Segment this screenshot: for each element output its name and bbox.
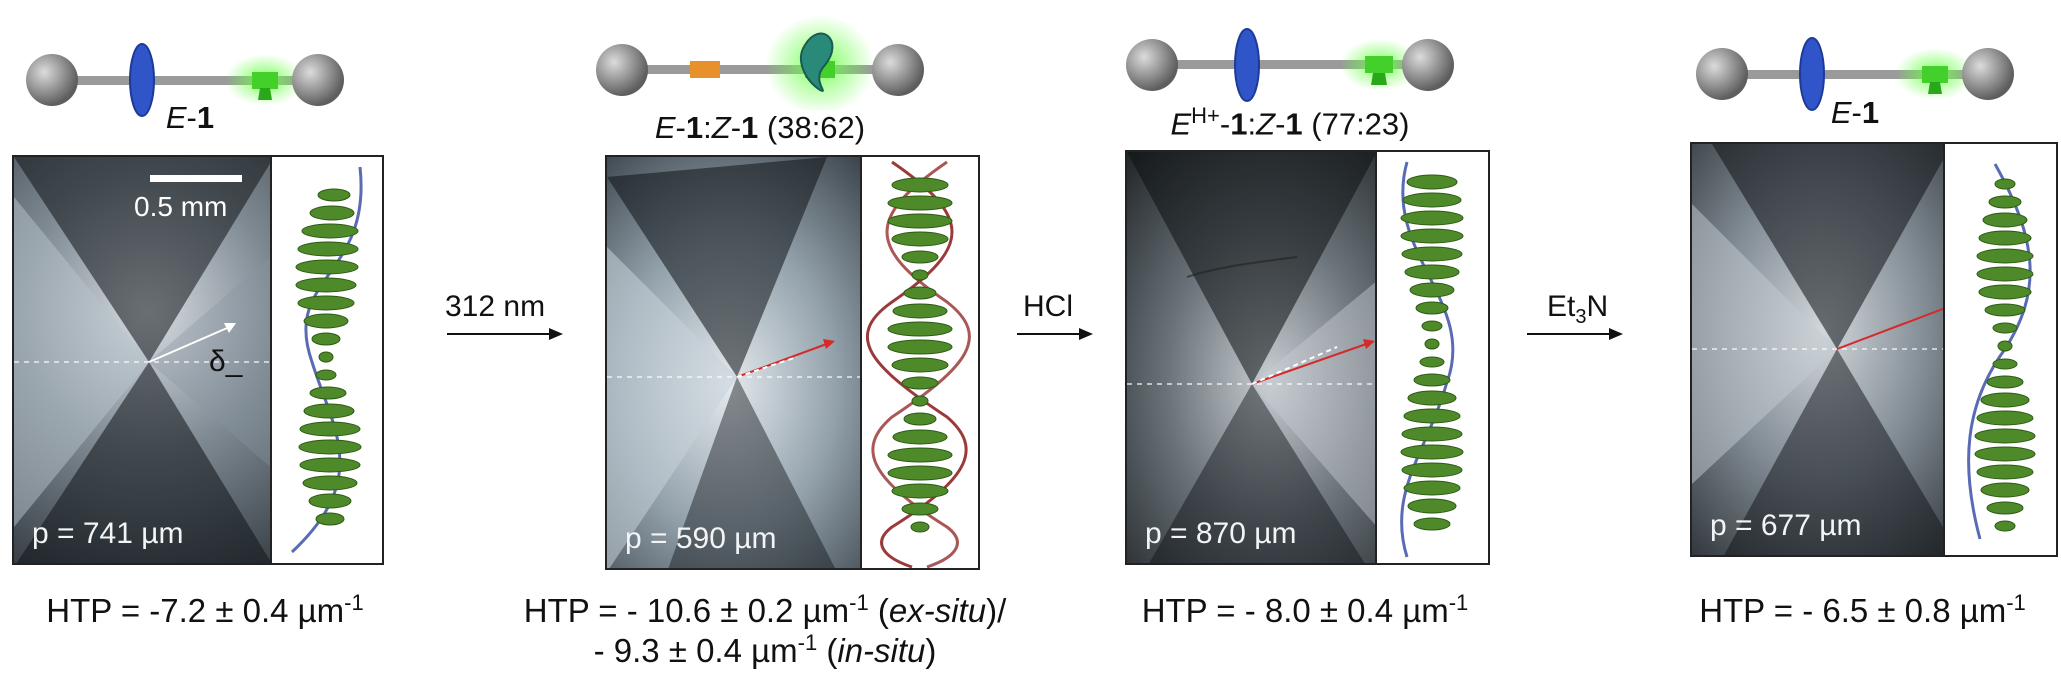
step-arrow-3: Et3N [1525,290,1625,350]
step-label-et3n: Et3N [1547,290,1609,328]
panel-2: E-1:Z-1 (38:62) p = 590 µm [480,0,1006,675]
htp-value-1: HTP = -7.2 ± 0.4 µm-1 [46,590,364,629]
helix-icon [1400,161,1464,558]
pitch-label-3: p = 870 µm [1145,517,1297,550]
molecule-eh1-z1-icon [1126,28,1454,102]
htp-value-3: HTP = - 8.0 ± 0.4 µm-1 [1141,590,1469,629]
helix-icon [290,166,363,554]
micrograph-4: p = 677 µm [1690,142,1980,557]
delta-angle-label: δ_ [209,345,243,378]
helix-box-3 [1375,150,1490,565]
helix-box-1 [270,155,384,565]
micrograph-3: p = 870 µm [1125,150,1410,565]
pitch-label-1: p = 741 µm [32,517,184,550]
molecule-e1-icon [1696,37,2014,111]
panel-1: E-1 0.5 mm δ_ p = 741 µm [0,0,420,675]
right-arrow-icon [1527,328,1623,340]
panel-4: E-1 p = 677 µm [1640,0,2061,675]
conoscopic-image [1127,152,1408,563]
scale-bar [150,175,242,182]
micrograph-2: p = 590 µm [605,155,907,570]
helix-box-4 [1943,142,2058,557]
molecule-label-1: E-1 [165,100,215,135]
htp-value-2: HTP = - 10.6 ± 0.2 µm-1 (ex-situ)/ - 9.3… [523,590,1007,669]
molecule-e1-z1-icon [596,15,924,110]
htp-value-4: HTP = - 6.5 ± 0.8 µm-1 [1699,590,2026,629]
pitch-label-2: p = 590 µm [625,522,777,555]
conoscopic-image [607,157,905,568]
molecule-label-3: EH+-1:Z-1 (77:23) [1170,103,1410,142]
panel-3: EH+-1:Z-1 (77:23) p = 870 µm [1100,0,1520,675]
molecule-label-2: E-1:Z-1 (38:62) [654,110,866,145]
molecule-e1-icon [26,43,344,117]
right-arrow-icon [447,328,563,340]
helix-box-2 [860,155,980,570]
pitch-label-4: p = 677 µm [1710,509,1862,542]
scale-bar-label: 0.5 mm [134,191,228,222]
helix-icon [1967,163,2036,540]
right-arrow-icon [1017,328,1093,340]
step-label-312nm: 312 nm [445,290,546,323]
conoscopic-image [1692,144,1978,555]
step-label-hcl: HCl [1023,290,1073,323]
helix-icon [865,160,971,569]
molecule-label-4: E-1 [1830,95,1880,130]
step-arrow-2: HCl [1015,290,1095,350]
step-arrow-1: 312 nm [445,290,565,350]
